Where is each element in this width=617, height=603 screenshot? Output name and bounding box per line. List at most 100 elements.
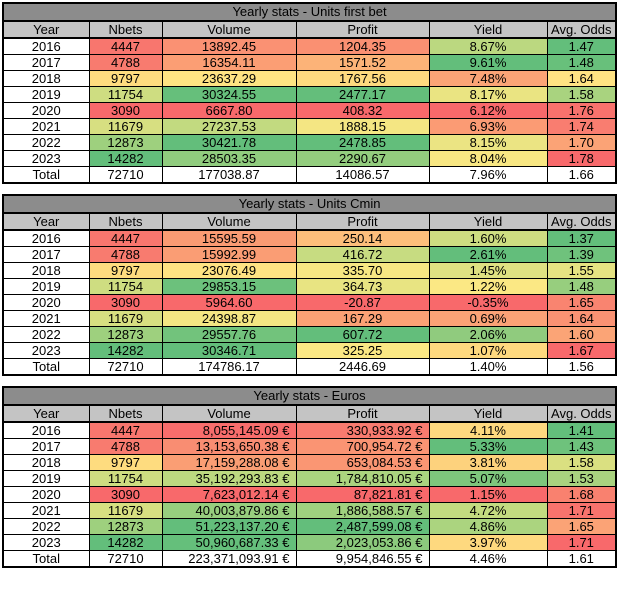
cell-profit: 250.14 xyxy=(295,229,430,247)
cell-volume: 40,003,879.86 € xyxy=(161,502,297,519)
cell-profit: -20.87 xyxy=(295,294,430,311)
cell-profit: 1888.15 xyxy=(295,118,430,135)
cell-avg-odds: 1.55 xyxy=(546,262,617,279)
cell-avg-odds: 1.60 xyxy=(546,326,617,343)
cell-avg-odds: 1.48 xyxy=(546,278,617,295)
cell-nbets: 72710 xyxy=(88,550,163,568)
cell-year: 2020 xyxy=(2,102,90,119)
cell-avg-odds: 1.76 xyxy=(546,102,617,119)
cell-nbets: 12873 xyxy=(88,134,163,151)
year-row: 2017 4788 16354.11 1571.52 9.61% 1.48 xyxy=(2,54,617,71)
stats-table-units-cmin: Yearly stats - Units Cmin Year Nbets Volum… xyxy=(2,194,617,376)
cell-profit: 1204.35 xyxy=(295,37,430,55)
year-row: 2016 4447 15595.59 250.14 1.60% 1.37 xyxy=(2,229,617,247)
year-row: 2018 9797 23076.49 335.70 1.45% 1.55 xyxy=(2,262,617,279)
cell-nbets: 3090 xyxy=(88,486,163,503)
cell-year: 2022 xyxy=(2,518,90,535)
column-header-yield: Yield xyxy=(428,212,548,231)
cell-nbets: 3090 xyxy=(88,102,163,119)
cell-avg-odds: 1.64 xyxy=(546,310,617,327)
cell-year: 2018 xyxy=(2,454,90,471)
cell-volume: 29853.15 xyxy=(161,278,297,295)
year-row: 2021 11679 40,003,879.86 €1,886,588.57 €4.… xyxy=(2,502,617,519)
cell-volume: 16354.11 xyxy=(161,54,297,71)
cell-year: 2017 xyxy=(2,246,90,263)
cell-year: 2022 xyxy=(2,326,90,343)
year-row: 2021 11679 27237.53 1888.15 6.93% 1.74 xyxy=(2,118,617,135)
table-title: Yearly stats - Units Cmin xyxy=(2,194,617,214)
cell-nbets: 4447 xyxy=(88,421,163,439)
cell-volume: 24398.87 xyxy=(161,310,297,327)
cell-yield: 1.60% xyxy=(428,229,548,247)
column-header-nbets: Nbets xyxy=(88,404,163,423)
cell-yield: 6.12% xyxy=(428,102,548,119)
cell-yield: 3.97% xyxy=(428,534,548,551)
cell-year: 2019 xyxy=(2,278,90,295)
stats-table-units-first-bet: Yearly stats - Units first bet Year Nbets… xyxy=(2,2,617,184)
year-row: 2017 4788 15992.99 416.72 2.61% 1.39 xyxy=(2,246,617,263)
year-row: 2017 4788 13,153,650.38 €700,954.72 €5.33%… xyxy=(2,438,617,455)
cell-volume: 30421.78 xyxy=(161,134,297,151)
column-header-year: Year xyxy=(2,212,90,231)
cell-volume: 7,623,012.14 € xyxy=(161,486,297,503)
cell-avg-odds: 1.43 xyxy=(546,438,617,455)
cell-profit: 167.29 xyxy=(295,310,430,327)
cell-avg-odds: 1.70 xyxy=(546,134,617,151)
cell-profit: 1,784,810.05 € xyxy=(295,470,430,487)
report-page: Yearly stats - Units first bet Year Nbets… xyxy=(2,2,617,568)
cell-profit: 700,954.72 € xyxy=(295,438,430,455)
cell-yield: 1.40% xyxy=(428,358,548,376)
cell-year: 2019 xyxy=(2,86,90,103)
cell-year: Total xyxy=(2,166,90,184)
cell-yield: -0.35% xyxy=(428,294,548,311)
cell-year: 2016 xyxy=(2,37,90,55)
cell-yield: 8.15% xyxy=(428,134,548,151)
cell-year: Total xyxy=(2,550,90,568)
cell-nbets: 4447 xyxy=(88,37,163,55)
cell-year: 2020 xyxy=(2,486,90,503)
year-row: 2020 3090 5964.60 -20.87 -0.35% 1.65 xyxy=(2,294,617,311)
year-row: 2023 14282 28503.35 2290.67 8.04% 1.78 xyxy=(2,150,617,167)
cell-avg-odds: 1.64 xyxy=(546,70,617,87)
cell-avg-odds: 1.61 xyxy=(546,550,617,568)
cell-profit: 2477.17 xyxy=(295,86,430,103)
year-row: 2018 9797 23637.29 1767.56 7.48% 1.64 xyxy=(2,70,617,87)
cell-volume: 30346.71 xyxy=(161,342,297,359)
cell-avg-odds: 1.65 xyxy=(546,294,617,311)
cell-profit: 1571.52 xyxy=(295,54,430,71)
table-title: Yearly stats - Units first bet xyxy=(2,2,617,22)
cell-year: 2023 xyxy=(2,534,90,551)
cell-nbets: 12873 xyxy=(88,326,163,343)
cell-nbets: 4788 xyxy=(88,54,163,71)
cell-avg-odds: 1.53 xyxy=(546,470,617,487)
cell-profit: 14086.57 xyxy=(295,166,430,184)
year-row: 2019 11754 30324.55 2477.17 8.17% 1.58 xyxy=(2,86,617,103)
cell-yield: 9.61% xyxy=(428,54,548,71)
column-header-nbets: Nbets xyxy=(88,212,163,231)
year-row: 2018 9797 17,159,288.08 €653,084.53 €3.81%… xyxy=(2,454,617,471)
cell-volume: 28503.35 xyxy=(161,150,297,167)
cell-profit: 2290.67 xyxy=(295,150,430,167)
cell-year: 2022 xyxy=(2,134,90,151)
cell-year: Total xyxy=(2,358,90,376)
cell-yield: 6.93% xyxy=(428,118,548,135)
cell-profit: 2478.85 xyxy=(295,134,430,151)
cell-yield: 4.11% xyxy=(428,421,548,439)
year-row: 2022 12873 29557.76 607.72 2.06% 1.60 xyxy=(2,326,617,343)
stats-table-euros: Yearly stats - Euros Year Nbets Volume Prof… xyxy=(2,386,617,568)
year-row: 2016 4447 8,055,145.09 €330,933.92 €4.11% 1… xyxy=(2,421,617,439)
cell-year: 2021 xyxy=(2,118,90,135)
total-row: Total 72710 174786.17 2446.69 1.40% 1.56 xyxy=(2,358,617,376)
cell-nbets: 11679 xyxy=(88,310,163,327)
cell-yield: 4.72% xyxy=(428,502,548,519)
cell-yield: 3.81% xyxy=(428,454,548,471)
cell-nbets: 4788 xyxy=(88,438,163,455)
cell-yield: 0.69% xyxy=(428,310,548,327)
column-header-year: Year xyxy=(2,20,90,39)
cell-nbets: 4788 xyxy=(88,246,163,263)
cell-nbets: 11754 xyxy=(88,86,163,103)
year-row: 2016 4447 13892.45 1204.35 8.67% 1.47 xyxy=(2,37,617,55)
cell-yield: 8.04% xyxy=(428,150,548,167)
cell-avg-odds: 1.56 xyxy=(546,358,617,376)
cell-volume: 51,223,137.20 € xyxy=(161,518,297,535)
